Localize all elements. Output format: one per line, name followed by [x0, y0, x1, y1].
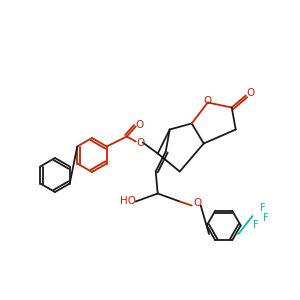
- Text: F: F: [260, 203, 265, 213]
- Text: O: O: [136, 137, 145, 148]
- Text: O: O: [194, 199, 202, 208]
- Text: O: O: [136, 121, 144, 130]
- Text: O: O: [247, 88, 255, 98]
- Text: F: F: [262, 213, 268, 223]
- Text: HO: HO: [120, 196, 136, 206]
- Text: O: O: [204, 97, 212, 106]
- Text: F: F: [253, 220, 258, 230]
